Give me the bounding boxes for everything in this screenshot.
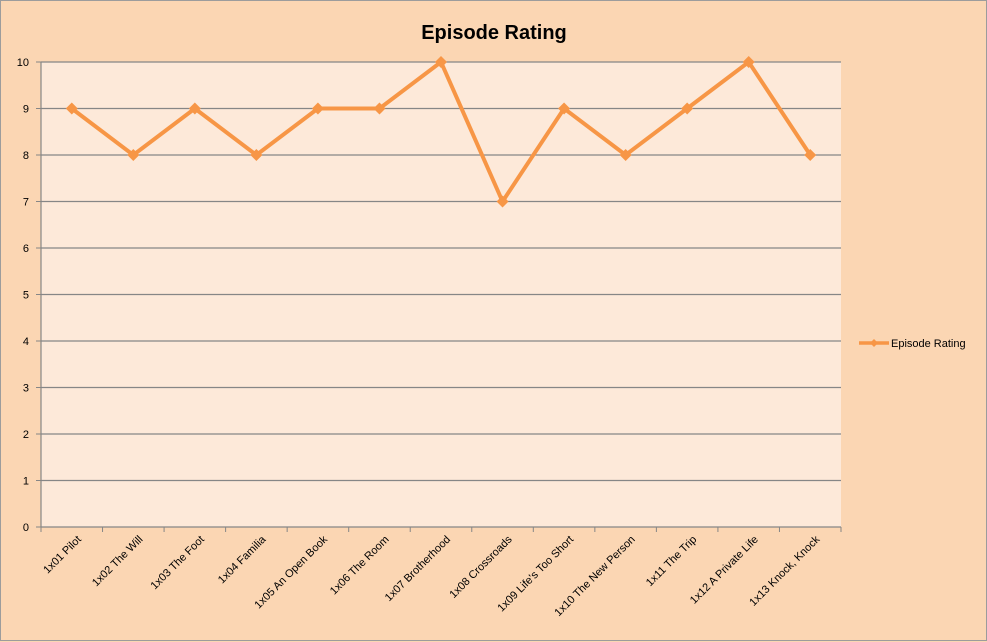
series-episode-rating (65, 56, 817, 208)
x-tick-label: 1x01 Pilot (41, 534, 84, 577)
y-tick-label: 4 (23, 336, 29, 348)
y-tick-label: 1 (23, 476, 29, 488)
axes (36, 61, 842, 532)
data-point (619, 149, 632, 161)
data-point (127, 149, 140, 161)
y-tick-label: 8 (23, 150, 29, 162)
data-point (311, 102, 324, 115)
x-tick-label: 1x02 The Will (90, 534, 145, 589)
legend-label-episode-rating: Episode Rating (891, 338, 966, 350)
x-tick-label: 1x12 A Private Life (688, 534, 761, 607)
x-axis-tick-labels: 1x01 Pilot 1x02 The Will 1x03 The Foot 1x04… (41, 533, 822, 619)
y-tick-label: 0 (23, 522, 29, 534)
legend: Episode Rating (859, 338, 966, 350)
x-tick-label: 1x08 Crossroads (447, 533, 515, 601)
data-point (250, 149, 263, 161)
data-point (558, 102, 571, 115)
data-point (742, 56, 755, 68)
y-tick-label: 3 (23, 383, 29, 395)
y-tick-label: 9 (23, 104, 29, 116)
x-tick-label: 1x11 The Trip (644, 534, 699, 589)
x-tick-label: 1x04 Familia (216, 533, 269, 586)
data-point (496, 195, 509, 208)
data-point (681, 102, 694, 115)
x-tick-label: 1x13 Knock, Knock (747, 533, 822, 608)
x-tick-label: 1x03 The Foot (148, 534, 207, 593)
data-point (373, 102, 386, 115)
data-point (804, 149, 817, 161)
y-tick-label: 5 (23, 290, 29, 302)
y-tick-label: 10 (17, 57, 29, 69)
y-tick-label: 2 (23, 429, 29, 441)
x-tick-label: 1x07 Brotherhood (383, 534, 453, 604)
y-tick-label: 6 (23, 243, 29, 255)
data-point (65, 102, 78, 115)
y-axis-tick-labels: 0 1 2 3 4 5 6 7 8 9 10 (17, 57, 29, 534)
chart-title: Episode Rating (421, 22, 567, 44)
y-tick-label: 7 (23, 197, 29, 209)
data-point (188, 102, 201, 115)
x-tick-label: 1x06 The Room (328, 534, 392, 598)
data-point (435, 56, 447, 68)
legend-swatch-marker (870, 339, 878, 347)
